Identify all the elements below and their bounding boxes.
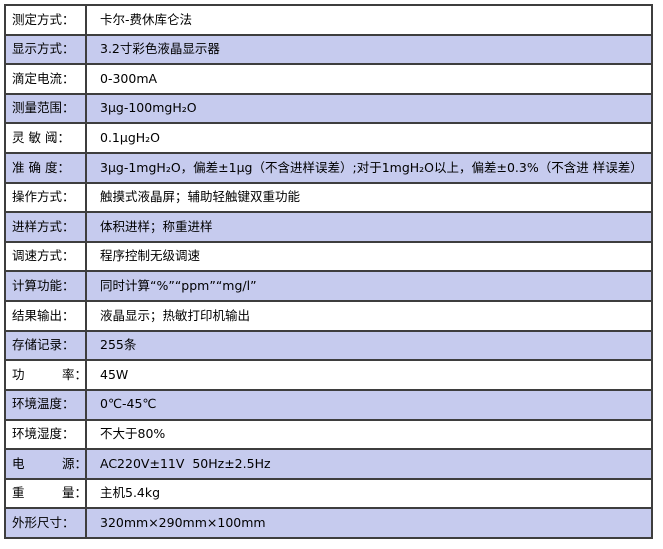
spec-label: 调速方式：	[4, 240, 87, 273]
spec-value: 3μg-1mgH₂O，偏差±1μg（不含进样误差）;对于1mgH₂O以上，偏差±…	[85, 152, 653, 184]
spec-label: 准 确 度：	[4, 152, 87, 184]
table-row: 存储记录： 255条	[4, 329, 653, 362]
spec-label: 电 源：	[4, 448, 87, 480]
spec-value: 0℃-45℃	[85, 388, 653, 421]
spec-value: 255条	[85, 329, 653, 362]
spec-label: 测定方式：	[4, 4, 87, 36]
table-row: 外形尺寸： 320mm×290mm×100mm	[4, 507, 653, 539]
spec-value: 3μg-100mgH₂O	[85, 92, 653, 125]
spec-value: 触摸式液晶屏；辅助轻触键双重功能	[85, 181, 653, 214]
spec-value: 不大于80%	[85, 418, 653, 451]
spec-value: 45W	[85, 359, 653, 391]
table-row: 进样方式： 体积进样；称重进样	[4, 211, 653, 243]
spec-label: 环境湿度：	[4, 418, 87, 451]
table-row: 测定方式： 卡尔-费休库仑法	[4, 4, 653, 36]
spec-label: 灵 敏 阈：	[4, 122, 87, 155]
table-row: 准 确 度： 3μg-1mgH₂O，偏差±1μg（不含进样误差）;对于1mgH₂…	[4, 152, 653, 184]
table-row: 计算功能： 同时计算“%”“ppm”“mg/l”	[4, 270, 653, 303]
table-row: 结果输出： 液晶显示；热敏打印机输出	[4, 300, 653, 332]
table-row: 灵 敏 阈： 0.1μgH₂O	[4, 122, 653, 155]
spec-table: 测定方式： 卡尔-费休库仑法 显示方式： 3.2寸彩色液晶显示器 滴定电流： 0…	[4, 4, 653, 539]
spec-label: 环境温度：	[4, 388, 87, 421]
table-row: 环境湿度： 不大于80%	[4, 418, 653, 451]
spec-label: 功 率：	[4, 359, 87, 391]
table-row: 测量范围： 3μg-100mgH₂O	[4, 92, 653, 125]
spec-value: 液晶显示；热敏打印机输出	[85, 300, 653, 332]
spec-value: 程序控制无级调速	[85, 240, 653, 273]
table-row: 环境温度： 0℃-45℃	[4, 388, 653, 421]
spec-value: 0.1μgH₂O	[85, 122, 653, 155]
spec-label: 显示方式：	[4, 33, 87, 66]
spec-label: 测量范围：	[4, 92, 87, 125]
table-row: 滴定电流： 0-300mA	[4, 63, 653, 95]
spec-value: AC220V±11V 50Hz±2.5Hz	[85, 448, 653, 480]
table-row: 操作方式： 触摸式液晶屏；辅助轻触键双重功能	[4, 181, 653, 214]
spec-label: 存储记录：	[4, 329, 87, 362]
spec-label: 重 量：	[4, 477, 87, 510]
table-row: 重 量： 主机5.4kg	[4, 477, 653, 510]
spec-value: 3.2寸彩色液晶显示器	[85, 33, 653, 66]
spec-value: 主机5.4kg	[85, 477, 653, 510]
spec-label: 外形尺寸：	[4, 507, 87, 539]
table-row: 功 率： 45W	[4, 359, 653, 391]
spec-value: 320mm×290mm×100mm	[85, 507, 653, 539]
table-row: 电 源： AC220V±11V 50Hz±2.5Hz	[4, 448, 653, 480]
spec-value: 同时计算“%”“ppm”“mg/l”	[85, 270, 653, 303]
spec-value: 卡尔-费休库仑法	[85, 4, 653, 36]
spec-label: 操作方式：	[4, 181, 87, 214]
spec-value: 体积进样；称重进样	[85, 211, 653, 243]
spec-label: 结果输出：	[4, 300, 87, 332]
spec-label: 计算功能：	[4, 270, 87, 303]
table-row: 显示方式： 3.2寸彩色液晶显示器	[4, 33, 653, 66]
spec-label: 进样方式：	[4, 211, 87, 243]
table-row: 调速方式： 程序控制无级调速	[4, 240, 653, 273]
spec-value: 0-300mA	[85, 63, 653, 95]
spec-label: 滴定电流：	[4, 63, 87, 95]
